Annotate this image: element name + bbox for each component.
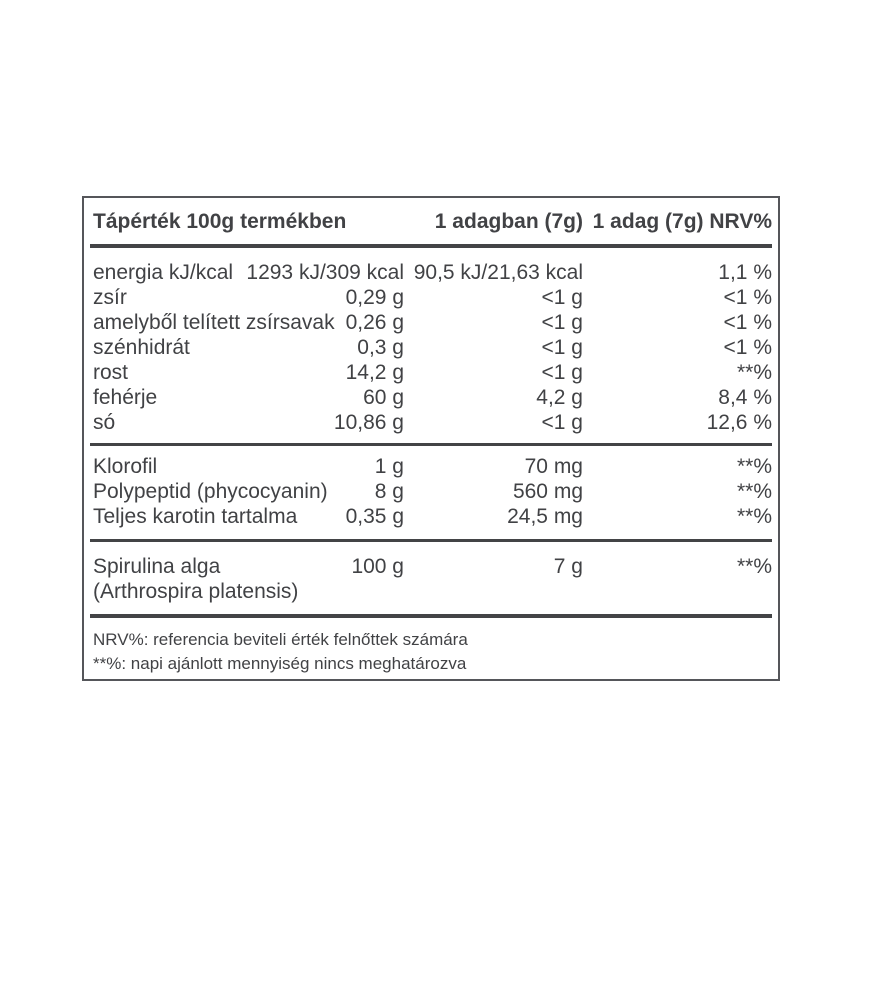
row-value-per-serving: <1 g bbox=[541, 311, 583, 334]
row-value-per-serving: <1 g bbox=[541, 336, 583, 359]
row-label-cell: szénhidrát bbox=[90, 335, 190, 360]
row-label: rost bbox=[93, 361, 129, 384]
row-value-per-serving: 70 mg bbox=[524, 455, 583, 478]
row-value-per-100g: 0,29 g bbox=[345, 286, 404, 309]
row-label-cell: Spirulina alga (Arthrospira platensis) bbox=[90, 554, 298, 604]
row-value-per-serving: 90,5 kJ/21,63 kcal bbox=[413, 261, 583, 284]
row-label-line2: (Arthrospira platensis) bbox=[93, 580, 299, 603]
table-header-row: Tápérték 100g termékben 1 adagban (7g) 1… bbox=[90, 198, 772, 244]
row-value-per-100g: 1 g bbox=[374, 455, 404, 478]
header-nrv: 1 adag (7g) NRV% bbox=[592, 209, 772, 233]
table-row: zsír 0,29 g <1 g <1 % bbox=[90, 285, 772, 310]
footnote-nrv: NRV%: referencia beviteli érték felnőtte… bbox=[93, 630, 468, 649]
row-value-nrv: 12,6 % bbox=[706, 411, 772, 434]
table-row: amelyből telített zsírsavak 0,26 g <1 g … bbox=[90, 310, 772, 335]
row-value-nrv: **% bbox=[736, 480, 772, 503]
row-label: energia kJ/kcal bbox=[93, 261, 234, 284]
row-label: Spirulina alga bbox=[93, 555, 221, 578]
row-label-cell: energia kJ/kcal bbox=[90, 260, 233, 285]
row-value-nrv: <1 % bbox=[723, 336, 772, 359]
row-label-cell: fehérje bbox=[90, 385, 157, 410]
row-value-nrv: **% bbox=[736, 505, 772, 528]
nutrition-table: Tápérték 100g termékben 1 adagban (7g) 1… bbox=[82, 196, 780, 681]
row-value-per-100g: 100 g bbox=[351, 555, 404, 578]
table-row: energia kJ/kcal 1293 kJ/309 kcal 90,5 kJ… bbox=[90, 260, 772, 285]
row-label: amelyből telített zsírsavak bbox=[93, 311, 335, 334]
row-label-cell: Teljes karotin tartalma bbox=[90, 504, 297, 529]
row-value-per-100g: 1293 kJ/309 kcal bbox=[246, 261, 404, 284]
table-row: Teljes karotin tartalma 0,35 g 24,5 mg *… bbox=[90, 504, 772, 529]
row-label-cell: rost bbox=[90, 360, 128, 385]
row-value-nrv: <1 % bbox=[723, 286, 772, 309]
table-row: Spirulina alga (Arthrospira platensis) 1… bbox=[90, 554, 772, 604]
row-label: Teljes karotin tartalma bbox=[93, 505, 298, 528]
section-macronutrients: energia kJ/kcal 1293 kJ/309 kcal 90,5 kJ… bbox=[90, 248, 772, 443]
row-value-per-100g: 0,26 g bbox=[345, 311, 404, 334]
row-value-per-100g: 14,2 g bbox=[345, 361, 404, 384]
footer-divider bbox=[90, 614, 772, 618]
row-value-per-100g: 10,86 g bbox=[333, 411, 404, 434]
row-value-per-serving: <1 g bbox=[541, 286, 583, 309]
row-label: fehérje bbox=[93, 386, 158, 409]
row-label: zsír bbox=[93, 286, 127, 309]
header-per-serving: 1 adagban (7g) bbox=[434, 209, 583, 233]
row-label-cell: Polypeptid (phycocyanin) bbox=[90, 479, 328, 504]
row-value-per-serving: 24,5 mg bbox=[507, 505, 583, 528]
row-value-per-serving: 7 g bbox=[553, 555, 583, 578]
section-active-compounds: Klorofil 1 g 70 mg **% Polypeptid (phyco… bbox=[90, 446, 772, 539]
row-value-nrv: **% bbox=[736, 361, 772, 384]
header-per-100g: Tápérték 100g termékben bbox=[93, 209, 347, 233]
row-value-per-serving: 4,2 g bbox=[536, 386, 583, 409]
table-row: só 10,86 g <1 g 12,6 % bbox=[90, 410, 772, 435]
row-value-per-100g: 0,3 g bbox=[357, 336, 404, 359]
table-row: fehérje 60 g 4,2 g 8,4 % bbox=[90, 385, 772, 410]
row-label-cell: amelyből telített zsírsavak bbox=[90, 310, 335, 335]
header-divider bbox=[90, 244, 772, 248]
row-label: szénhidrát bbox=[93, 336, 190, 359]
row-value-nrv: **% bbox=[736, 455, 772, 478]
section-divider-1 bbox=[90, 443, 772, 446]
row-value-per-serving: <1 g bbox=[541, 411, 583, 434]
row-value-per-100g: 8 g bbox=[374, 480, 404, 503]
row-label-cell: zsír bbox=[90, 285, 127, 310]
row-value-nrv: <1 % bbox=[723, 311, 772, 334]
row-label: Klorofil bbox=[93, 455, 158, 478]
table-row: szénhidrát 0,3 g <1 g <1 % bbox=[90, 335, 772, 360]
row-value-nrv: 8,4 % bbox=[718, 386, 772, 409]
row-value-per-100g: 0,35 g bbox=[345, 505, 404, 528]
row-label: Polypeptid (phycocyanin) bbox=[93, 480, 328, 503]
row-value-nrv: **% bbox=[736, 555, 772, 578]
section-divider-2 bbox=[90, 539, 772, 542]
table-row: rost 14,2 g <1 g **% bbox=[90, 360, 772, 385]
row-value-per-serving: <1 g bbox=[541, 361, 583, 384]
table-row: Polypeptid (phycocyanin) 8 g 560 mg **% bbox=[90, 479, 772, 504]
row-label-cell: Klorofil bbox=[90, 454, 157, 479]
row-value-per-serving: 560 mg bbox=[512, 480, 583, 503]
row-label-cell: só bbox=[90, 410, 115, 435]
row-value-per-100g: 60 g bbox=[363, 386, 404, 409]
footnote-daily-amount: **%: napi ajánlott mennyiség nincs megha… bbox=[93, 654, 467, 673]
footnotes: NRV%: referencia beviteli érték felnőtte… bbox=[90, 618, 772, 674]
row-label: só bbox=[93, 411, 116, 434]
section-ingredient: Spirulina alga (Arthrospira platensis) 1… bbox=[90, 542, 772, 614]
row-value-nrv: 1,1 % bbox=[718, 261, 772, 284]
table-row: Klorofil 1 g 70 mg **% bbox=[90, 454, 772, 479]
